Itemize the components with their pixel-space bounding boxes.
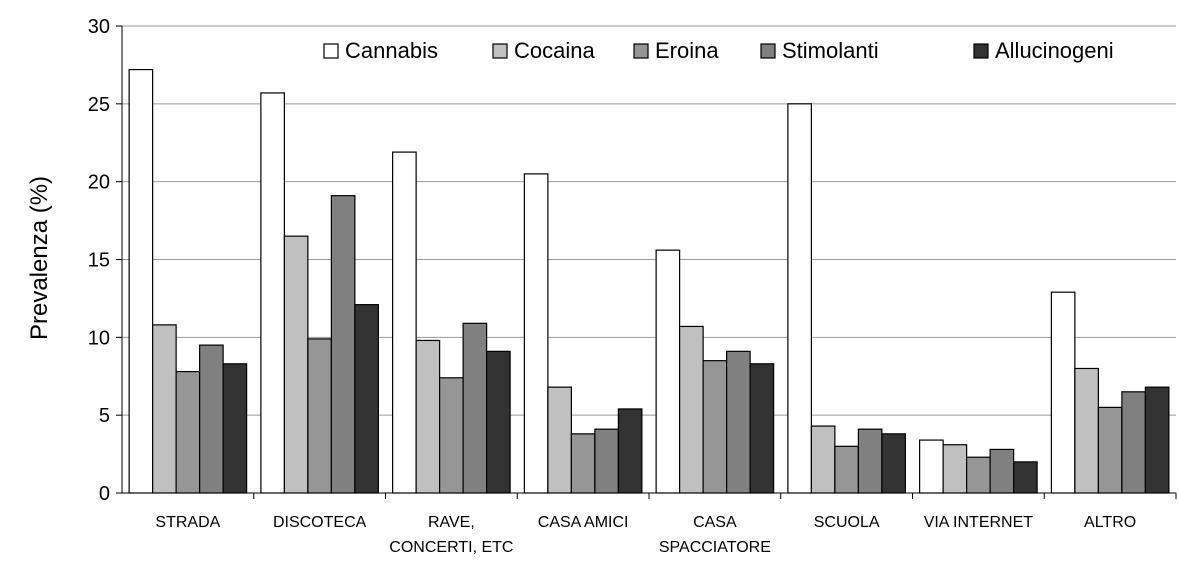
category-label: SCUOLA xyxy=(814,514,880,531)
bar xyxy=(857,428,883,494)
bar xyxy=(354,304,379,494)
y-tick-label: 30 xyxy=(88,16,110,38)
bar xyxy=(260,92,285,494)
axes xyxy=(116,25,1177,499)
category-label: VIA INTERNET xyxy=(924,514,1034,531)
bar xyxy=(787,103,812,494)
category-label: CONCERTI, ETC xyxy=(389,539,513,556)
legend-swatch xyxy=(973,43,989,59)
bar xyxy=(655,249,681,494)
bar xyxy=(594,428,619,494)
bar xyxy=(199,344,224,494)
bar xyxy=(330,195,356,494)
bar xyxy=(1144,386,1170,494)
category-label: CASA AMICI xyxy=(538,514,629,531)
bar xyxy=(966,456,991,494)
bar xyxy=(942,444,968,494)
legend-swatch xyxy=(633,43,649,59)
bar xyxy=(749,363,775,494)
legend: Cannabis Cocaina Eroina Stimolanti Allucinog… xyxy=(323,38,1114,63)
y-tick-label: 10 xyxy=(88,327,110,349)
legend-swatch xyxy=(323,43,339,59)
category-label: STRADA xyxy=(155,514,220,531)
bar xyxy=(415,339,441,494)
legend-label: Stimolanti xyxy=(782,38,879,63)
y-tick-labels: 0 5 10 15 20 25 30 xyxy=(88,16,110,505)
bar xyxy=(462,322,488,494)
legend-label: Eroina xyxy=(655,38,719,63)
bar xyxy=(726,350,751,494)
bar xyxy=(439,377,464,494)
bar xyxy=(175,370,201,494)
bar xyxy=(810,425,836,494)
bar xyxy=(1097,406,1123,494)
bar xyxy=(523,173,549,494)
bar xyxy=(679,325,704,494)
category-label: DISCOTECA xyxy=(273,514,367,531)
bar xyxy=(570,433,596,494)
y-axis-title: Prevalenza (%) xyxy=(26,176,53,340)
category-label: SPACCIATORE xyxy=(659,539,771,556)
bar xyxy=(989,448,1015,494)
bar xyxy=(1050,291,1076,494)
bar xyxy=(834,445,859,494)
legend-label: Allucinogeni xyxy=(995,38,1114,63)
legend-label: Cannabis xyxy=(345,38,438,63)
bar xyxy=(283,235,309,494)
legend-swatch xyxy=(492,43,508,59)
bar xyxy=(486,350,511,494)
bar xyxy=(1121,391,1146,494)
bar xyxy=(702,360,728,494)
legend-swatch xyxy=(760,43,776,59)
y-tick-label: 20 xyxy=(88,172,110,194)
category-label: ALTRO xyxy=(1084,514,1136,531)
y-tick-label: 0 xyxy=(99,483,110,505)
category-label: CASA xyxy=(693,514,737,531)
y-tick-label: 25 xyxy=(88,94,110,116)
y-tick-label: 5 xyxy=(99,405,110,427)
bar xyxy=(392,151,417,494)
bar xyxy=(919,439,944,494)
bar xyxy=(617,408,643,494)
bars xyxy=(128,68,1170,494)
bar xyxy=(307,338,332,494)
bar xyxy=(1013,461,1038,494)
bar xyxy=(881,433,906,494)
bar xyxy=(152,324,177,494)
bar xyxy=(128,68,154,494)
bar xyxy=(547,386,572,494)
y-tick-label: 15 xyxy=(88,250,110,272)
legend-label: Cocaina xyxy=(514,38,595,63)
category-labels: STRADA DISCOTECA RAVE, CONCERTI, ETC CASA AM… xyxy=(155,514,1136,556)
category-label: RAVE, xyxy=(428,514,475,531)
bar xyxy=(1074,367,1099,494)
bar xyxy=(222,363,248,494)
